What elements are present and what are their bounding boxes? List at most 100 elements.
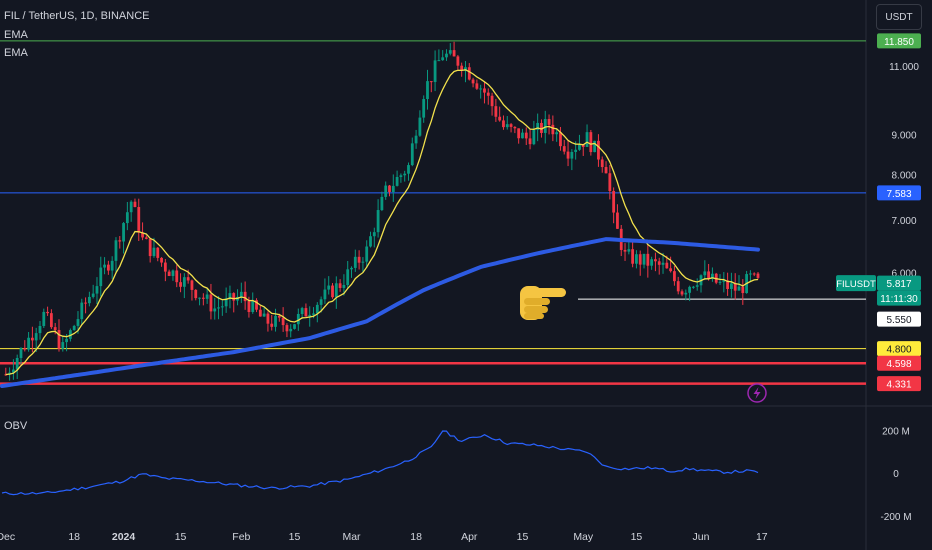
candle-body	[30, 337, 34, 341]
candle-body	[661, 262, 665, 265]
candle-body	[148, 238, 152, 257]
time-tick-label: 17	[756, 531, 768, 543]
candle-body	[456, 56, 460, 66]
candle-body	[327, 285, 331, 290]
candle-body	[312, 313, 315, 315]
candle-body	[479, 88, 483, 90]
candle-body	[657, 261, 661, 265]
candle-body	[122, 223, 125, 242]
price-tick-label: 11.000	[889, 62, 919, 73]
price-tick-label: 9.000	[891, 131, 916, 142]
candle-body	[646, 253, 650, 266]
candle-body	[319, 299, 323, 305]
candle-body	[91, 293, 95, 297]
price-axis-ticks: 11.000 9.000 8.000 7.000 6.000	[889, 62, 919, 279]
candle-body	[513, 126, 517, 129]
candle-body	[68, 330, 72, 339]
candle-body	[547, 118, 551, 125]
candle-body	[19, 348, 23, 358]
candle-body	[403, 173, 407, 176]
candle-body	[517, 128, 521, 139]
candle-body	[293, 324, 296, 329]
indicator-ema-2[interactable]: EMA	[4, 47, 28, 59]
candle-body	[650, 259, 654, 266]
candle-body	[251, 300, 255, 313]
candle-body	[46, 311, 49, 314]
symbol-tag: FILUSDT	[836, 279, 876, 290]
symbol-title[interactable]: FIL / TetherUS, 1D, BINANCE	[4, 10, 150, 22]
candle-body	[217, 307, 220, 309]
candle-body	[27, 337, 30, 350]
candle-body	[338, 283, 342, 288]
candle-body	[464, 67, 467, 71]
candle-body	[623, 249, 627, 252]
candle-body	[684, 292, 688, 295]
candle-body	[498, 116, 502, 121]
level-price-label-bg	[877, 311, 921, 327]
time-tick-label: Mar	[342, 531, 361, 543]
candle-body	[315, 304, 319, 314]
level-price-label: 11.850	[884, 37, 914, 48]
lightning-icon[interactable]	[747, 383, 767, 403]
time-tick-label: 18	[410, 531, 422, 543]
candle-body	[566, 151, 570, 159]
level-price-label-bg	[877, 33, 921, 49]
candle-body	[167, 271, 171, 277]
pointing-hand-emoji	[520, 286, 566, 320]
candle-body	[730, 283, 733, 289]
candle-body	[323, 289, 327, 300]
candle-body	[334, 283, 338, 298]
candle-body	[608, 173, 612, 192]
candle-body	[426, 81, 429, 100]
countdown-label-bg	[877, 290, 921, 306]
candle-body	[274, 315, 277, 327]
indicator-ema-1[interactable]: EMA	[4, 29, 28, 41]
level-price-label: 4.598	[886, 359, 911, 370]
candle-body	[559, 132, 562, 147]
candle-body	[224, 298, 228, 307]
candle-body	[452, 50, 456, 57]
candle-body	[308, 314, 312, 317]
candle-body	[42, 311, 46, 326]
candle-body	[616, 212, 619, 229]
candle-body	[726, 280, 730, 289]
candle-body	[604, 167, 608, 174]
candle-body	[357, 256, 361, 263]
candle-body	[483, 88, 486, 93]
candle-body	[722, 280, 726, 282]
candle-body	[243, 291, 247, 302]
candle-body	[65, 338, 68, 343]
candle-body	[213, 308, 217, 312]
candle-body	[475, 83, 479, 89]
last-price-label: 5.817	[886, 279, 911, 290]
candle-body	[369, 236, 372, 247]
candle-body	[703, 271, 707, 276]
time-tick-label: May	[573, 531, 594, 543]
candle-body	[376, 210, 380, 233]
candle-body	[562, 146, 566, 152]
candle-body	[551, 124, 555, 135]
candle-body	[680, 291, 684, 295]
candle-body	[505, 124, 509, 128]
candle-body	[80, 302, 84, 320]
candle-body	[331, 285, 334, 298]
time-tick-label: Dec	[0, 531, 15, 543]
candle-body	[536, 122, 540, 130]
indicator-obv[interactable]: OBV	[4, 420, 28, 432]
candle-body	[11, 369, 15, 373]
candle-body	[194, 289, 198, 299]
candle-body	[555, 132, 559, 135]
candle-body	[281, 317, 285, 326]
candle-body	[270, 323, 274, 327]
candle-body	[262, 313, 266, 317]
price-axis-labels: 11.850 7.583 5.550 4.800 4.598 4.331 FILUSDT 5.…	[836, 33, 921, 392]
level-price-label: 5.550	[886, 315, 911, 326]
currency-button[interactable]: USDT	[876, 4, 922, 30]
candle-body	[433, 60, 437, 82]
candle-body	[304, 308, 308, 317]
obv-tick-label: -200 M	[880, 512, 911, 523]
candle-body	[574, 149, 578, 152]
candle-body	[106, 264, 110, 271]
